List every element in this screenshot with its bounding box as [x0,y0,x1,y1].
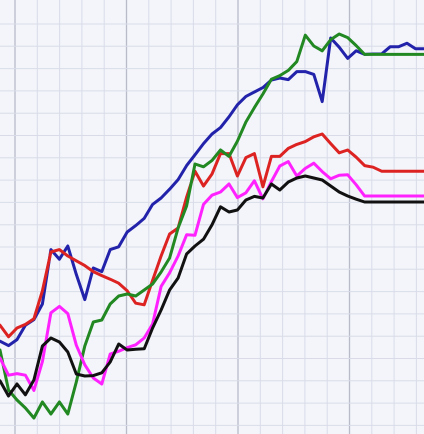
series-line-5 [0,174,424,398]
series-line-2 [0,132,424,339]
series-line-1 [0,36,424,348]
series-lines [0,32,424,420]
series-line-3 [0,32,424,420]
series-line-4 [0,160,424,392]
